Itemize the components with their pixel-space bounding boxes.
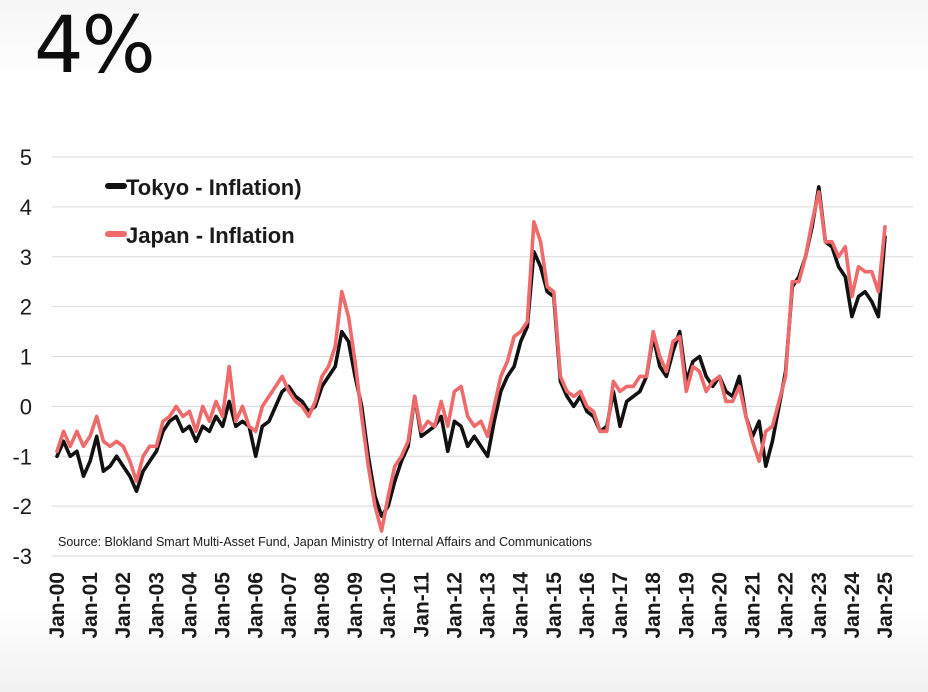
x-tick-label: Jan-25 [874,572,897,639]
x-tick-label: Jan-20 [708,572,731,639]
y-tick-label: 2 [20,295,32,320]
y-axis-ticks: 5 4 3 2 1 0 -1 -2 -3 [12,145,32,569]
x-tick-label: Jan-00 [46,572,69,639]
x-tick-label: Jan-16 [576,572,599,639]
x-tick-label: Jan-11 [410,572,433,638]
x-tick-label: Jan-21 [742,572,765,639]
x-tick-label: Jan-12 [443,572,466,639]
gridlines [52,156,913,557]
x-tick-label: Jan-19 [675,572,698,639]
y-tick-label: -1 [12,444,32,469]
x-tick-label: Jan-14 [510,572,533,639]
y-tick-label: 5 [20,145,32,170]
x-tick-label: Jan-04 [178,572,201,639]
x-tick-label: Jan-18 [642,572,665,639]
legend: Tokyo - Inflation) Japan - Inflation [105,175,302,248]
headline: 4% [34,1,156,91]
x-tick-label: Jan-10 [377,572,400,639]
x-tick-label: Jan-23 [808,572,831,639]
x-tick-label: Jan-07 [278,572,301,639]
x-tick-label: Jan-02 [112,572,135,639]
y-tick-label: 3 [20,245,32,270]
x-tick-label: Jan-03 [145,572,168,639]
source-note: Source: Blokland Smart Multi-Asset Fund,… [58,535,592,549]
x-tick-label: Jan-22 [775,572,798,639]
y-tick-label: 1 [20,345,32,370]
series-lines [55,185,887,533]
x-tick-label: Jan-15 [543,572,566,639]
x-tick-label: Jan-17 [609,572,632,639]
x-tick-label: Jan-13 [477,572,500,639]
x-tick-label: Jan-09 [344,572,367,639]
y-tick-label: 0 [20,394,32,419]
x-axis-ticks: Jan-00 Jan-01 Jan-02 Jan-03 Jan-04 Jan-05 Jan-… [46,572,897,639]
legend-label: Tokyo - Inflation) [126,175,302,200]
x-tick-label: Jan-01 [79,572,102,639]
x-tick-label: Jan-05 [212,572,235,639]
series-line-japan [55,190,887,533]
legend-label: Japan - Inflation [126,223,295,248]
x-tick-label: Jan-06 [245,572,268,639]
x-tick-label: Jan-08 [311,572,334,639]
y-tick-label: -2 [12,494,32,519]
y-tick-label: -3 [12,544,32,569]
x-tick-label: Jan-24 [841,572,864,639]
y-tick-label: 4 [20,195,32,220]
